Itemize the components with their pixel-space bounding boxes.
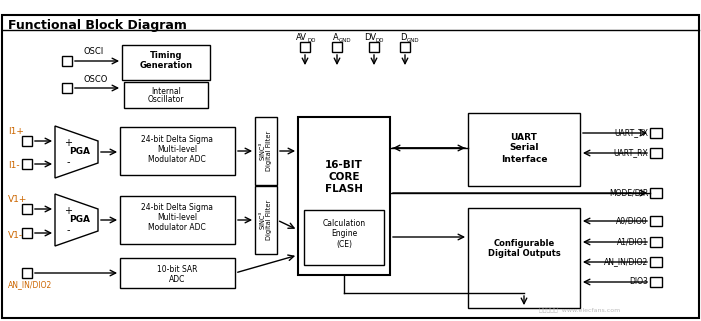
Text: 10-bit SAR: 10-bit SAR [157, 265, 197, 273]
Bar [120, 127, 235, 175]
Polygon shape [55, 126, 98, 178]
Text: Digital Outputs: Digital Outputs [488, 249, 560, 258]
Text: DD: DD [307, 38, 315, 42]
Bar [650, 216, 662, 226]
Text: 电子发烧友  www.elecfans.com: 电子发烧友 www.elecfans.com [539, 307, 620, 313]
Text: +: + [64, 138, 72, 148]
Text: SINC³
Digital Filter: SINC³ Digital Filter [259, 131, 273, 171]
Text: SINC³
Digital Filter: SINC³ Digital Filter [259, 200, 273, 240]
Text: A0/DIO0: A0/DIO0 [616, 216, 648, 225]
Text: I1+: I1+ [8, 127, 24, 136]
Bar [650, 277, 662, 287]
Text: Interface: Interface [501, 154, 547, 163]
Text: 24-bit Delta Sigma: 24-bit Delta Sigma [141, 204, 213, 213]
Bar [122, 45, 210, 80]
Text: (CE): (CE) [336, 239, 352, 248]
Text: Modulator ADC: Modulator ADC [148, 223, 206, 232]
Polygon shape [120, 258, 235, 288]
Bar [650, 188, 662, 198]
Text: AN_IN/DIO2: AN_IN/DIO2 [8, 281, 53, 290]
Text: GND: GND [339, 38, 352, 42]
Bar [650, 257, 662, 267]
Text: Timing: Timing [150, 51, 182, 60]
Text: 16-BIT: 16-BIT [325, 160, 363, 170]
Text: Multi-level: Multi-level [157, 213, 197, 222]
Bar [400, 42, 410, 52]
Bar [298, 117, 390, 275]
Bar [22, 268, 32, 278]
Text: DIO3: DIO3 [629, 277, 648, 287]
Bar [62, 83, 72, 93]
Text: -: - [67, 225, 70, 235]
Text: FLASH: FLASH [325, 184, 363, 194]
Text: OSCO: OSCO [83, 75, 107, 84]
Text: UART_TX: UART_TX [614, 128, 648, 137]
Bar [369, 42, 379, 52]
Bar [650, 128, 662, 138]
Text: MODE/DIR: MODE/DIR [608, 188, 648, 197]
Text: Multi-level: Multi-level [157, 145, 197, 154]
Text: DV: DV [364, 32, 376, 41]
Text: Calculation: Calculation [322, 220, 365, 229]
Text: CORE: CORE [328, 172, 360, 182]
Text: Functional Block Diagram: Functional Block Diagram [8, 19, 187, 31]
Text: +: + [64, 206, 72, 216]
Bar [300, 42, 310, 52]
Text: 24-bit Delta Sigma: 24-bit Delta Sigma [141, 135, 213, 144]
Text: V1-: V1- [8, 231, 23, 240]
Text: Modulator ADC: Modulator ADC [148, 155, 206, 164]
Bar [255, 186, 277, 254]
Text: OSCI: OSCI [83, 48, 103, 56]
Text: UART_RX: UART_RX [613, 149, 648, 158]
Text: DD: DD [376, 38, 385, 42]
Bar [650, 148, 662, 158]
Bar [332, 42, 342, 52]
Polygon shape [55, 194, 98, 246]
Text: I1-: I1- [8, 161, 20, 170]
Text: A1/DIO1: A1/DIO1 [617, 238, 648, 247]
Text: ADC: ADC [169, 274, 185, 283]
Bar [304, 210, 384, 265]
Bar [124, 82, 208, 108]
Text: Serial: Serial [509, 143, 539, 152]
Text: Oscillator: Oscillator [148, 96, 184, 105]
Text: A: A [333, 32, 339, 41]
Bar [255, 117, 277, 185]
Text: D: D [400, 32, 407, 41]
Text: PGA: PGA [69, 148, 90, 157]
Text: -: - [67, 157, 70, 167]
Bar [62, 56, 72, 66]
Text: Engine: Engine [331, 230, 357, 239]
Text: AN_IN/DIO2: AN_IN/DIO2 [604, 257, 648, 266]
Text: PGA: PGA [69, 215, 90, 224]
Text: AV: AV [296, 32, 307, 41]
Bar [120, 196, 235, 244]
Bar [22, 159, 32, 169]
Text: Internal: Internal [151, 86, 181, 96]
Text: Generation: Generation [139, 62, 193, 71]
Bar [22, 136, 32, 146]
Bar [468, 113, 580, 186]
Bar [650, 237, 662, 247]
Text: UART: UART [510, 133, 538, 142]
Text: V1+: V1+ [8, 195, 27, 204]
Bar [22, 228, 32, 238]
Bar [22, 204, 32, 214]
Text: GND: GND [407, 38, 420, 42]
Bar [468, 208, 580, 308]
Text: Configurable: Configurable [494, 239, 554, 247]
